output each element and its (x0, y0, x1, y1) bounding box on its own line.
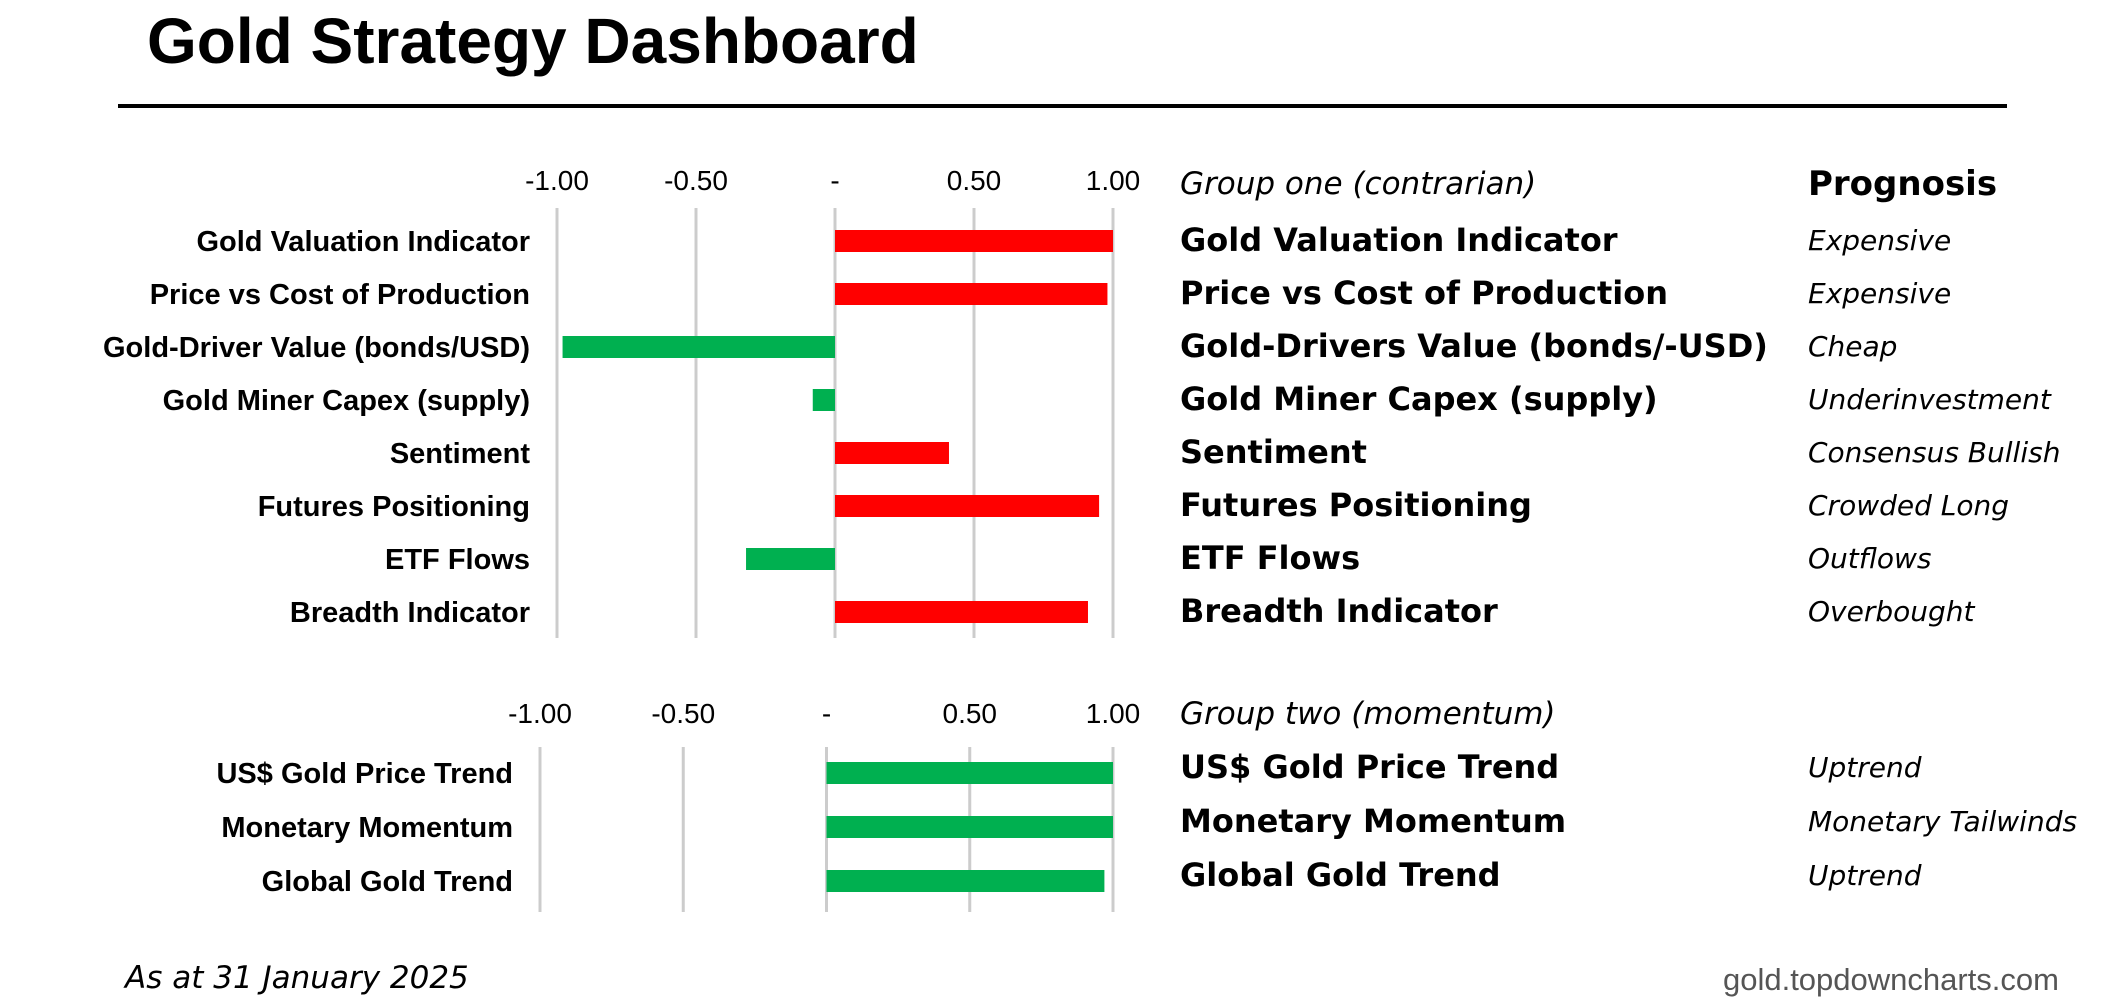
category-label: ETF Flows (385, 544, 530, 576)
page-title: Gold Strategy Dashboard (147, 5, 919, 77)
category-label: Gold Valuation Indicator (196, 226, 530, 258)
bar (835, 442, 949, 464)
axis-tick-label: -0.50 (664, 165, 728, 196)
title-divider (118, 104, 2007, 108)
indicator-name: Gold Miner Capex (supply) (1180, 380, 1658, 418)
axis-tick-label: -1.00 (525, 165, 589, 196)
category-label: Breadth Indicator (290, 597, 530, 629)
indicator-name: Gold Valuation Indicator (1180, 221, 1618, 259)
indicator-name: Sentiment (1180, 433, 1367, 471)
category-label: Price vs Cost of Production (150, 279, 530, 311)
group-two-header: Group two (momentum) (1180, 696, 1556, 732)
prognosis-value: Monetary Tailwinds (1808, 805, 2078, 838)
prognosis-value: Uptrend (1808, 859, 1922, 892)
category-label: Global Gold Trend (262, 866, 513, 898)
category-label: Gold-Driver Value (bonds/USD) (103, 332, 530, 364)
indicator-name: Monetary Momentum (1180, 802, 1567, 840)
indicator-name: ETF Flows (1180, 539, 1361, 577)
bar (826, 870, 1105, 892)
bar (826, 762, 1113, 784)
category-label: Monetary Momentum (221, 812, 513, 844)
axis-tick-label: - (830, 165, 839, 196)
bar (835, 495, 1100, 517)
category-label: US$ Gold Price Trend (216, 758, 513, 790)
indicator-name: US$ Gold Price Trend (1180, 748, 1560, 786)
axis-tick-label: 1.00 (1086, 698, 1141, 729)
prognosis-value: Uptrend (1808, 751, 1922, 784)
category-label: Gold Miner Capex (supply) (163, 385, 530, 417)
bar (746, 548, 835, 570)
bar (812, 389, 835, 411)
indicator-name: Price vs Cost of Production (1180, 274, 1668, 312)
axis-tick-label: -1.00 (508, 698, 572, 729)
indicator-name: Global Gold Trend (1180, 856, 1501, 894)
as-at-date: As at 31 January 2025 (125, 960, 469, 996)
prognosis-value: Expensive (1808, 224, 1952, 257)
indicator-name: Futures Positioning (1180, 486, 1532, 524)
axis-tick-label: 1.00 (1086, 165, 1141, 196)
category-label: Futures Positioning (258, 491, 530, 523)
prognosis-value: Outflows (1808, 542, 1932, 575)
prognosis-value: Crowded Long (1808, 489, 2010, 522)
axis-tick-label: -0.50 (651, 698, 715, 729)
bar (835, 283, 1108, 305)
prognosis-value: Overbought (1808, 595, 1975, 628)
group-one-header: Group one (contrarian) (1180, 166, 1537, 202)
bar (835, 601, 1088, 623)
prognosis-value: Expensive (1808, 277, 1952, 310)
axis-tick-label: - (822, 698, 831, 729)
bar (826, 816, 1113, 838)
prognosis-value: Underinvestment (1808, 383, 2051, 416)
category-label: Sentiment (390, 438, 531, 470)
source-url: gold.topdowncharts.com (1722, 962, 2059, 997)
axis-tick-label: 0.50 (947, 165, 1002, 196)
prognosis-value: Cheap (1808, 330, 1898, 363)
axis-tick-label: 0.50 (943, 698, 998, 729)
prognosis-value: Consensus Bullish (1808, 436, 2061, 469)
bar (835, 230, 1113, 252)
prognosis-header: Prognosis (1808, 164, 1998, 204)
bar (562, 336, 835, 358)
indicator-name: Breadth Indicator (1180, 592, 1498, 630)
indicator-name: Gold-Drivers Value (bonds/-USD) (1180, 327, 1768, 365)
